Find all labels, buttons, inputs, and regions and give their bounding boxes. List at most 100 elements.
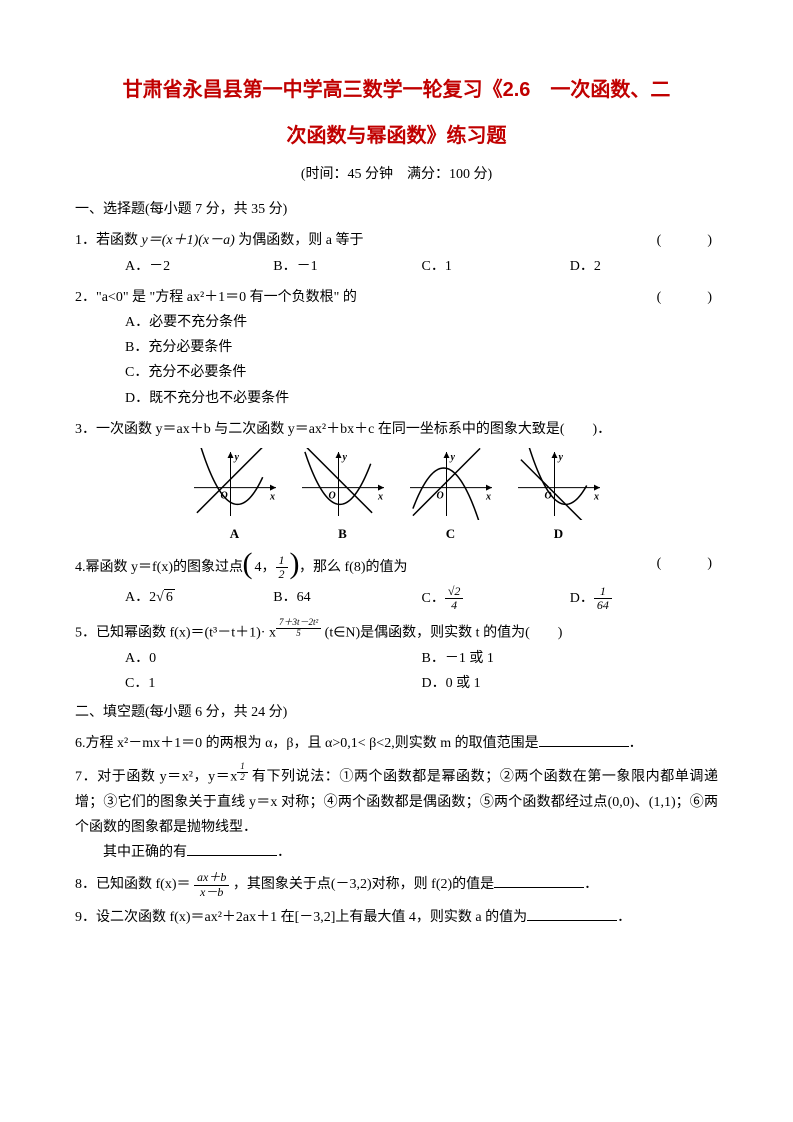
question-2: 2．"a<0" 是 "方程 ax²＋1＝0 有一个负数根" 的 ( ) xyxy=(75,285,718,310)
question-9: 9．设二次函数 f(x)＝ax²＋2ax＋1 在[－3,2]上有最大值 4，则实… xyxy=(75,905,718,930)
q5-opt-c: C．1 xyxy=(125,671,422,696)
q8-den: x－b xyxy=(194,886,229,899)
q7-pre: 7．对于函数 y＝x²，y＝x xyxy=(75,770,237,785)
q4d-den: 64 xyxy=(594,599,612,612)
q3-graph-c: x y O C xyxy=(406,448,496,545)
graph-svg: xyO xyxy=(514,448,604,520)
q2-paren: ( ) xyxy=(657,285,718,310)
q9-blank xyxy=(527,906,617,921)
q4-pb-num: 1 xyxy=(276,554,288,568)
q4-opt-c: C．√24 xyxy=(422,585,570,612)
page-title-line2: 次函数与幂函数》练习题 xyxy=(75,116,718,156)
graph-label: C xyxy=(406,522,496,545)
svg-text:y: y xyxy=(449,452,455,463)
svg-text:O: O xyxy=(436,490,443,501)
q3-graphs: xyOAxyOBxyOCxyOD xyxy=(75,448,718,545)
q3-stem: 3．一次函数 y＝ax＋b 与二次函数 y＝ax²＋bx＋c 在同一坐标系中的图… xyxy=(75,422,611,437)
svg-text:x: x xyxy=(377,491,383,502)
q4-opt-b: B．64 xyxy=(273,585,421,612)
q1-paren: ( ) xyxy=(657,228,718,253)
page-title-line1: 甘肃省永昌县第一中学高三数学一轮复习《2.6 一次函数、二 xyxy=(75,70,718,110)
q4c-frac: √24 xyxy=(445,585,464,612)
graph-label: A xyxy=(190,522,280,545)
q4-point-frac: 12 xyxy=(276,554,288,581)
svg-text:x: x xyxy=(485,491,491,502)
question-3: 3．一次函数 y＝ax＋b 与二次函数 y＝ax²＋bx＋c 在同一坐标系中的图… xyxy=(75,417,718,442)
q6-stem: 6.方程 x²－mx＋1＝0 的两根为 α，β，且 α>0,1< β<2,则实数… xyxy=(75,736,539,751)
q4-opt-a: A．2 6 xyxy=(125,585,273,612)
q1-opt-d: D．2 xyxy=(570,254,718,279)
q8-frac: ax＋bx－b xyxy=(194,871,229,898)
q1-stem-pre: 1．若函数 xyxy=(75,233,142,248)
q3-graph-a: xyOA xyxy=(190,448,280,545)
q5-exp-den: 5 xyxy=(276,629,321,639)
exam-info: (时间：45 分钟 满分：100 分) xyxy=(75,162,718,187)
graph-label: B xyxy=(298,522,388,545)
graph-svg: xyO xyxy=(190,448,280,520)
q4a-sqrt: 6 xyxy=(156,585,175,610)
q4c-num: √2 xyxy=(445,585,464,599)
section-2-header: 二、填空题(每小题 6 分，共 24 分) xyxy=(75,700,718,725)
q7-tail: ． xyxy=(277,845,291,860)
q2-opt-d: D．既不充分也不必要条件 xyxy=(75,386,718,411)
q4-pre: 4.幂函数 y＝f(x)的图象过点 xyxy=(75,560,243,575)
q7-line2: 其中正确的有 xyxy=(103,845,187,860)
q4-point-a: 4， xyxy=(255,560,276,575)
q1-opt-c: C．1 xyxy=(422,254,570,279)
q2-opt-a: A．必要不充分条件 xyxy=(75,310,718,335)
q1-stem-post: 为偶函数，则 a 等于 xyxy=(235,233,364,248)
q6-blank xyxy=(539,732,629,747)
q8-post: ，其图象关于点(－3,2)对称，则 f(2)的值是 xyxy=(233,877,494,892)
q4d-pre: D． xyxy=(570,591,594,606)
question-4: 4.幂函数 y＝f(x)的图象过点 4，12 ，那么 f(8)的值为 ( ) xyxy=(75,551,718,584)
q8-num: ax＋b xyxy=(194,871,229,885)
q4c-pre: C． xyxy=(422,591,445,606)
q4d-num: 1 xyxy=(594,585,612,599)
svg-text:y: y xyxy=(233,452,239,463)
q4c-den: 4 xyxy=(445,599,464,612)
question-1: 1．若函数 y＝(x＋1)(x－a) 为偶函数，则 a 等于 ( ) xyxy=(75,228,718,253)
svg-text:y: y xyxy=(557,452,563,463)
svg-text:y: y xyxy=(341,452,347,463)
q2-opt-c: C．充分不必要条件 xyxy=(75,360,718,385)
q4-options: A．2 6 B．64 C．√24 D．164 xyxy=(75,585,718,612)
section-1-header: 一、选择题(每小题 7 分，共 35 分) xyxy=(75,197,718,222)
q4-post: ，那么 f(8)的值为 xyxy=(299,560,408,575)
q9-tail: ． xyxy=(617,910,631,925)
svg-text:x: x xyxy=(593,491,599,502)
q7-line2-row: 其中正确的有 ． xyxy=(75,840,718,865)
q5-opt-d: D．0 或 1 xyxy=(422,671,719,696)
q8-blank xyxy=(494,873,584,888)
q4-pb-den: 2 xyxy=(276,568,288,581)
q9-stem: 9．设二次函数 f(x)＝ax²＋2ax＋1 在[－3,2]上有最大值 4，则实… xyxy=(75,910,527,925)
q4-point: 4，12 xyxy=(247,551,296,584)
q5-options-row1: A．0 B．－1 或 1 xyxy=(75,646,718,671)
q5-opt-b: B．－1 或 1 xyxy=(422,646,719,671)
question-5: 5．已知幂函数 f(x)＝(t³－t＋1)· x7＋3t－2t²5 (t∈N)是… xyxy=(75,618,718,646)
graph-label: D xyxy=(514,522,604,545)
q8-pre: 8．已知函数 f(x)＝ xyxy=(75,877,191,892)
graph-svg: x y O xyxy=(406,448,496,520)
q4d-frac: 164 xyxy=(594,585,612,612)
q2-opt-b: B．充分必要条件 xyxy=(75,335,718,360)
q8-tail: ． xyxy=(584,877,598,892)
q4a-pre: A．2 xyxy=(125,590,156,605)
q1-math: y＝(x＋1)(x－a) xyxy=(142,233,235,248)
graph-svg: xyO xyxy=(298,448,388,520)
q4a-rad: 6 xyxy=(164,589,175,605)
question-7: 7．对于函数 y＝x²，y＝x12 有下列说法：①两个函数都是幂函数；②两个函数… xyxy=(75,762,718,840)
question-6: 6.方程 x²－mx＋1＝0 的两根为 α，β，且 α>0,1< β<2,则实数… xyxy=(75,731,718,756)
q3-graph-d: xyOD xyxy=(514,448,604,545)
q5-options-row2: C．1 D．0 或 1 xyxy=(75,671,718,696)
q2-stem: 2．"a<0" 是 "方程 ax²＋1＝0 有一个负数根" 的 xyxy=(75,290,357,305)
q7-exp-den: 2 xyxy=(237,773,248,783)
q4-opt-d: D．164 xyxy=(570,585,718,612)
q5-pre: 5．已知幂函数 f(x)＝(t³－t＋1)· x xyxy=(75,625,276,640)
q7-blank xyxy=(187,841,277,856)
q6-tail: ． xyxy=(629,736,643,751)
q5-opt-a: A．0 xyxy=(125,646,422,671)
q1-opt-b: B．－1 xyxy=(273,254,421,279)
q1-opt-a: A．－2 xyxy=(125,254,273,279)
q1-options: A．－2 B．－1 C．1 D．2 xyxy=(75,254,718,279)
svg-text:x: x xyxy=(269,491,275,502)
